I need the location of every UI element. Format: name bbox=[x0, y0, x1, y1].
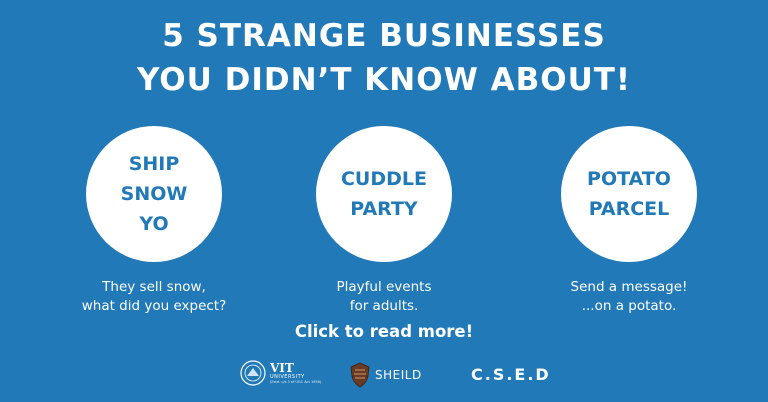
business-description-cuddle-party: Playful events for adults. bbox=[264, 278, 504, 316]
vit-logo-subtitle: UNIVERSITY bbox=[270, 373, 305, 380]
sheild-emblem-icon bbox=[350, 362, 370, 388]
sponsor-logos: VIT UNIVERSITY (Estd. u/s 3 of UGC Act 1… bbox=[0, 356, 768, 396]
business-circle-potato-parcel[interactable]: POTATO PARCEL bbox=[561, 126, 697, 262]
business-name-line: SHIP bbox=[128, 153, 180, 175]
business-description-line: They sell snow, bbox=[102, 279, 206, 295]
business-description-line: what did you expect? bbox=[81, 298, 227, 314]
business-description-line: Send a message! bbox=[570, 279, 688, 295]
business-description-ship-snow-yo: They sell snow, what did you expect? bbox=[34, 278, 274, 316]
title-line-1: 5 STRANGE BUSINESSES bbox=[162, 18, 606, 54]
business-circle-cuddle-party[interactable]: CUDDLE PARTY bbox=[316, 126, 452, 262]
vit-emblem-icon bbox=[240, 360, 266, 386]
read-more-link[interactable]: Click to read more! bbox=[294, 322, 474, 341]
business-description-line: ...on a potato. bbox=[581, 298, 677, 314]
vit-logo-name: VIT bbox=[270, 360, 294, 375]
business-name-line: PARTY bbox=[350, 198, 418, 220]
title-line-2: YOU DIDN’T KNOW ABOUT! bbox=[136, 62, 632, 98]
business-name-line: PARCEL bbox=[588, 198, 670, 220]
csed-logo: C.S.E.D bbox=[471, 365, 551, 384]
business-description-potato-parcel: Send a message! ...on a potato. bbox=[509, 278, 749, 316]
business-name-line: POTATO bbox=[587, 168, 671, 190]
vit-logo-tagline: (Estd. u/s 3 of UGC Act 1956) bbox=[270, 379, 322, 384]
csed-logo-name: C.S.E.D bbox=[471, 365, 551, 384]
business-name-line: SNOW bbox=[120, 183, 188, 205]
vit-logo: VIT UNIVERSITY (Estd. u/s 3 of UGC Act 1… bbox=[240, 360, 321, 386]
business-description-line: for adults. bbox=[349, 298, 419, 314]
business-name-line: CUDDLE bbox=[340, 168, 427, 190]
sheild-logo: SHEILD bbox=[349, 362, 422, 388]
business-description-line: Playful events bbox=[336, 279, 432, 295]
page-title: 5 STRANGE BUSINESSES YOU DIDN’T KNOW ABO… bbox=[0, 14, 768, 102]
business-name-line: YO bbox=[139, 213, 169, 235]
business-circle-ship-snow-yo[interactable]: SHIP SNOW YO bbox=[86, 126, 222, 262]
sheild-logo-name: SHEILD bbox=[375, 368, 422, 382]
